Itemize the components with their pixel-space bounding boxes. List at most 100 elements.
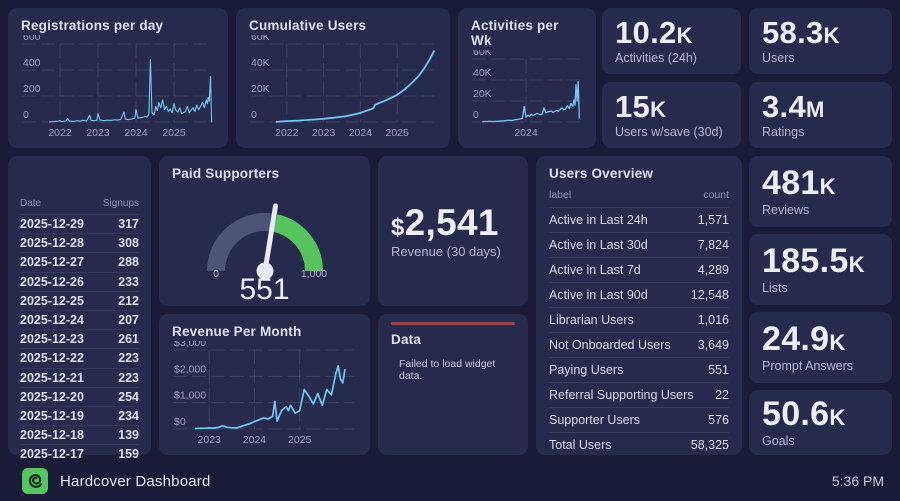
stat-label: Users w/save (30d) xyxy=(615,125,723,139)
label-cell: Active in Last 90d xyxy=(549,288,648,302)
signups-cell: 317 xyxy=(118,217,139,232)
svg-text:$1,000: $1,000 xyxy=(174,390,206,402)
signups-cell: 234 xyxy=(118,408,139,423)
stat-value: 3.4M xyxy=(762,89,825,124)
svg-text:40K: 40K xyxy=(473,67,492,79)
stat-value: 10.2K xyxy=(615,15,693,50)
stat-label: Goals xyxy=(762,434,795,448)
stat-label: Ratings xyxy=(762,125,805,139)
table-row: Total Users 58,325 xyxy=(549,432,729,457)
svg-text:2022: 2022 xyxy=(275,127,299,138)
stat-users: 58.3K Users xyxy=(749,8,892,74)
label-cell: Paying Users xyxy=(549,363,624,377)
count-cell: 4,289 xyxy=(697,263,729,277)
stat-goals: 50.6K Goals xyxy=(749,390,892,455)
table-row: 2025-12-23 261 xyxy=(20,329,139,348)
date-cell: 2025-12-17 xyxy=(20,447,84,462)
svg-text:20K: 20K xyxy=(473,88,492,100)
svg-text:2025: 2025 xyxy=(162,127,186,138)
table-row: Supporter Users 576 xyxy=(549,407,729,432)
error-indicator-line xyxy=(391,322,515,325)
svg-text:2024: 2024 xyxy=(243,434,267,445)
date-cell: 2025-12-23 xyxy=(20,332,84,347)
error-message: Failed to load widget data. xyxy=(399,357,496,382)
stat-lists: 185.5K Lists xyxy=(749,234,892,305)
svg-text:2022: 2022 xyxy=(48,127,72,138)
stat-users-with-save-30d: 15K Users w/save (30d) xyxy=(602,82,741,148)
gauge-arc: 0 1,000 xyxy=(206,203,327,279)
panel-title: Data xyxy=(391,331,422,347)
signups-cell: 261 xyxy=(118,332,139,347)
panel-users-overview[interactable]: Users Overview label count Active in Las… xyxy=(536,156,742,455)
signups-cell: 308 xyxy=(118,236,139,251)
paid-supporters-gauge: 0 1,000 551 xyxy=(172,183,357,305)
panel-activities-per-wk: Activities per Wk 0 20K 40K 60K 2024 xyxy=(458,8,596,148)
date-cell: 2025-12-28 xyxy=(20,236,84,251)
column-header-count: count xyxy=(703,189,729,201)
svg-text:0: 0 xyxy=(251,109,257,121)
panel-signups-table[interactable]: Date Signups 2025-12-29 317 2025-12-28 308 2… xyxy=(8,156,151,461)
stat-value: 185.5K xyxy=(762,242,865,280)
svg-text:600: 600 xyxy=(23,35,41,43)
hardcover-logo-icon xyxy=(22,468,48,494)
label-cell: Active in Last 30d xyxy=(549,238,648,252)
svg-text:400: 400 xyxy=(23,57,41,69)
svg-text:$0: $0 xyxy=(174,416,186,428)
label-cell: Not Onboarded Users xyxy=(549,338,671,352)
column-header-signups: Signups xyxy=(102,198,139,209)
svg-text:2024: 2024 xyxy=(349,127,373,138)
svg-text:2025: 2025 xyxy=(288,434,312,445)
stat-value: 481K xyxy=(762,164,836,202)
table-row: 2025-12-27 288 xyxy=(20,252,139,271)
table-row: 2025-12-22 223 xyxy=(20,348,139,367)
panel-title: Registrations per day xyxy=(21,18,164,33)
stat-activities-24h: 10.2K Activities (24h) xyxy=(602,8,741,74)
count-cell: 1,571 xyxy=(697,213,729,227)
panel-registrations-per-day: Registrations per day 0 200 400 600 2022 2023… xyxy=(8,8,228,148)
count-cell: 576 xyxy=(708,413,729,427)
table-row: Active in Last 30d 7,824 xyxy=(549,232,729,257)
table-row: 2025-12-21 223 xyxy=(20,367,139,387)
svg-text:20K: 20K xyxy=(251,83,270,95)
cumulative-users-chart: 0 20K 40K 60K 2022 2023 2024 2025 xyxy=(250,35,435,138)
svg-text:$3,000: $3,000 xyxy=(174,341,206,349)
column-header-date: Date xyxy=(20,198,42,209)
svg-text:2024: 2024 xyxy=(514,127,538,138)
svg-text:2023: 2023 xyxy=(198,434,222,445)
stat-revenue-30d: $2,541 Revenue (30 days) xyxy=(378,156,528,306)
table-row: Active in Last 90d 12,548 xyxy=(549,282,729,307)
date-cell: 2025-12-21 xyxy=(20,370,84,385)
signups-cell: 159 xyxy=(118,447,139,462)
spiral-icon xyxy=(28,474,43,488)
stat-ratings: 3.4M Ratings xyxy=(749,82,892,148)
stat-value: 50.6K xyxy=(762,395,846,433)
table-row: Not Onboarded Users 3,649 xyxy=(549,332,729,357)
panel-title: Paid Supporters xyxy=(172,166,280,181)
users-overview-body: Active in Last 24h 1,571 Active in Last 30… xyxy=(549,207,729,457)
svg-text:200: 200 xyxy=(23,83,41,95)
date-cell: 2025-12-20 xyxy=(20,389,84,404)
count-cell: 12,548 xyxy=(690,288,729,302)
panel-paid-supporters: Paid Supporters 0 1,000 551 xyxy=(159,156,370,306)
stat-value: 58.3K xyxy=(762,15,840,50)
svg-text:0: 0 xyxy=(23,109,29,121)
date-cell: 2025-12-22 xyxy=(20,351,84,366)
svg-text:2024: 2024 xyxy=(124,127,148,138)
footer-bar: Hardcover Dashboard 5:36 PM xyxy=(0,461,900,501)
table-row: 2025-12-28 308 xyxy=(20,233,139,252)
panel-title: Users Overview xyxy=(549,166,654,181)
table-row: Active in Last 7d 4,289 xyxy=(549,257,729,282)
panel-title: Revenue Per Month xyxy=(172,324,302,339)
svg-text:40K: 40K xyxy=(251,57,270,69)
signups-table-header: Date Signups xyxy=(20,198,139,214)
table-row: 2025-12-19 234 xyxy=(20,405,139,425)
revenue-per-month-chart: $0 $1,000 $2,000 $3,000 2023 2024 2025 xyxy=(173,341,354,445)
signups-cell: 212 xyxy=(118,293,139,308)
signups-cell: 207 xyxy=(118,313,139,328)
count-cell: 22 xyxy=(715,388,729,402)
label-cell: Librarian Users xyxy=(549,313,634,327)
date-cell: 2025-12-18 xyxy=(20,428,84,443)
signups-cell: 288 xyxy=(118,255,139,270)
svg-text:0: 0 xyxy=(213,268,219,279)
label-cell: Active in Last 7d xyxy=(549,263,641,277)
